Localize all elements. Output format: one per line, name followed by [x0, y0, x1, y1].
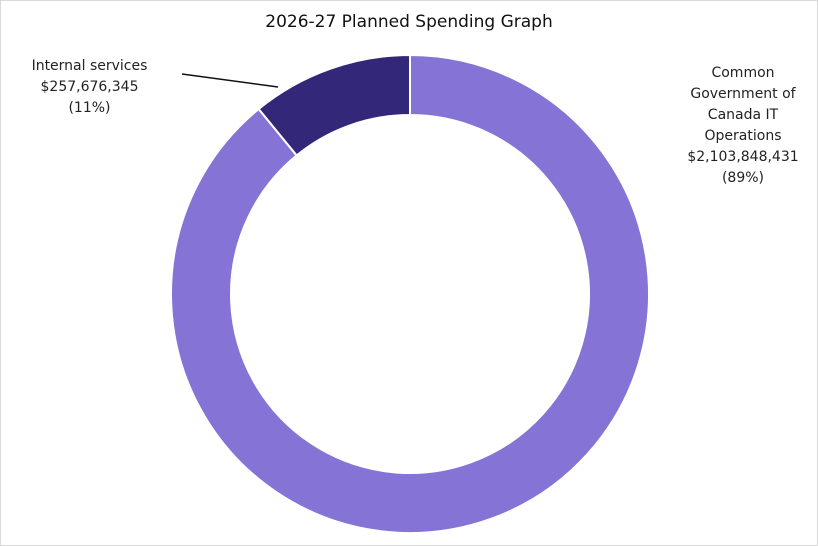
leader-line-internal-services [181, 73, 279, 88]
label-percent: (89%) [721, 170, 765, 186]
label-name-line-1: Common [711, 65, 775, 81]
data-label-common-gc-it-operations: Common Government of Canada IT Operation… [668, 63, 818, 189]
data-label-internal-services: Internal services $257,676,345 (11%) [12, 56, 167, 119]
donut-ring [170, 53, 650, 534]
label-percent: (11%) [68, 100, 111, 116]
label-name-line-4: Operations [704, 128, 782, 144]
label-name: Internal services [31, 58, 148, 74]
donut-slice-common-government-of-canada-it-operations [170, 53, 650, 534]
label-name-line-2: Government of [690, 86, 796, 102]
donut-slice-internal-services [257, 53, 411, 157]
chart-title: 2026-27 Planned Spending Graph [265, 12, 553, 32]
label-name-line-3: Canada IT [707, 107, 779, 123]
label-value: $257,676,345 [40, 79, 139, 95]
label-value: $2,103,848,431 [687, 149, 799, 165]
